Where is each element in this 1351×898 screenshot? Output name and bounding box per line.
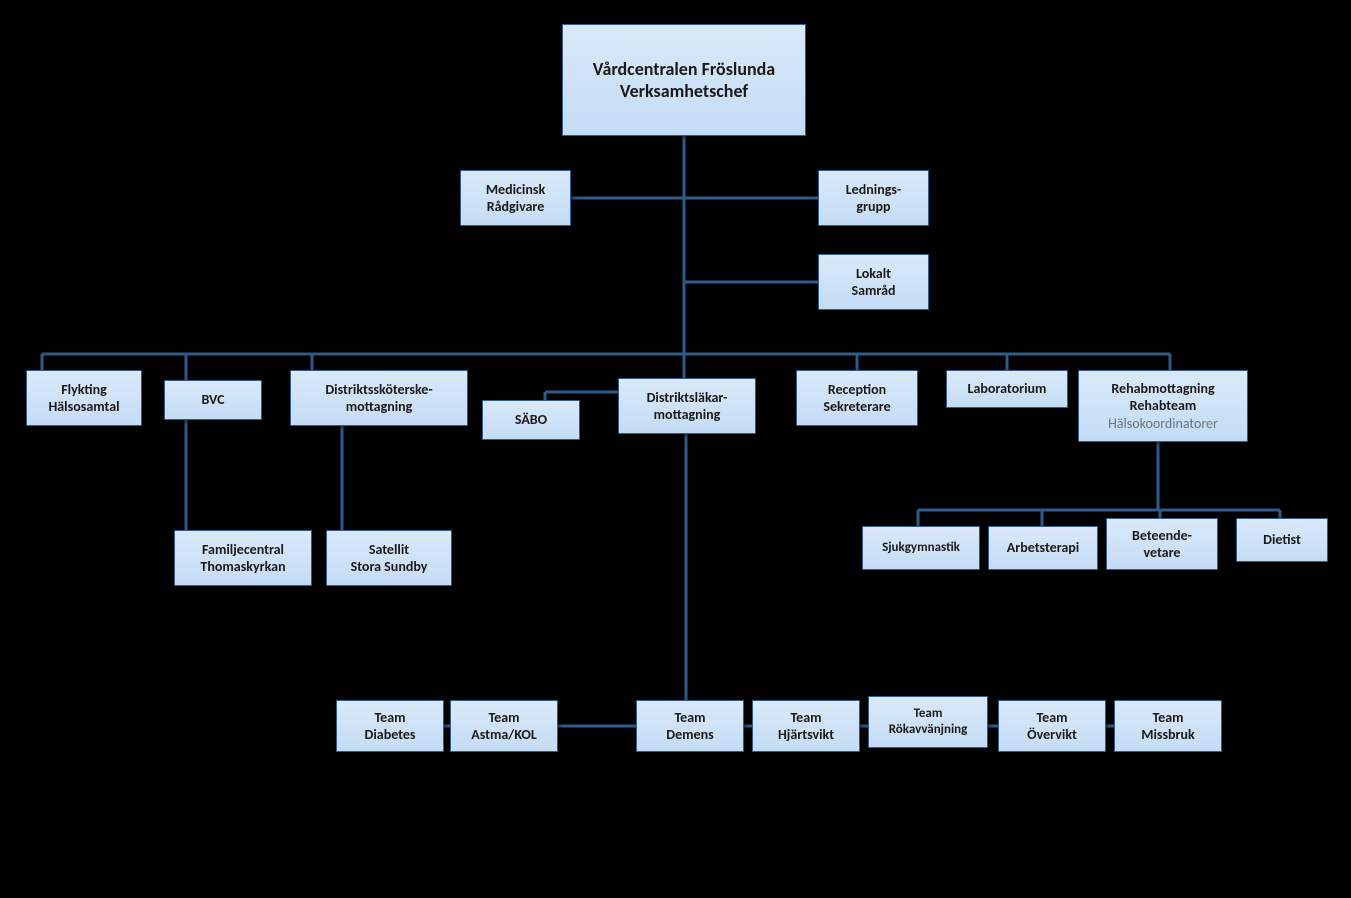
node-label: Sjukgymnastik [882,540,960,555]
node-label: Missbruk [1141,726,1195,743]
node-label: Lokalt [856,265,891,282]
node-medicinsk: MedicinskRådgivare [460,170,571,226]
node-label: Team [1036,709,1067,726]
node-label: Team [914,706,943,721]
node-label: Dietist [1263,531,1301,548]
node-label: SÄBO [515,411,547,428]
node-label: Beteende- [1132,527,1192,544]
node-label: Distriktssköterske- [325,381,432,398]
node-label: Thomaskyrkan [200,558,285,575]
node-label: Lednings- [846,181,901,198]
node-lokalt: LokaltSamråd [818,254,929,310]
node-label: Rökavvänjning [889,722,968,737]
node-root: Vårdcentralen FröslundaVerksamhetschef [562,24,806,136]
node-label: Stora Sundby [351,558,428,575]
node-label: Team [488,709,519,726]
node-lednings: Lednings-grupp [818,170,929,226]
node-sabo: SÄBO [482,400,580,440]
node-label: Astma/KOL [471,726,537,743]
node-label: Vårdcentralen Fröslunda [593,58,775,80]
node-label: Övervikt [1027,726,1077,743]
node-label: Distriktsläkar- [647,389,728,406]
node-label: vetare [1144,544,1181,561]
node-dietist: Dietist [1236,518,1328,562]
node-label: Rådgivare [487,198,545,215]
node-label: Verksamhetschef [620,80,748,102]
node-rehab: RehabmottagningRehabteamHälsokoordinator… [1078,370,1248,442]
node-beteende: Beteende-vetare [1106,518,1218,570]
node-team_astma: TeamAstma/KOL [450,700,558,752]
node-laboratorium: Laboratorium [946,370,1068,408]
node-label: Reception [828,381,886,398]
node-label: Team [674,709,705,726]
node-team_hjartsvikt: TeamHjärtsvikt [752,700,860,752]
node-label: Team [374,709,405,726]
node-label: Samråd [851,282,895,299]
node-label: Hälsosamtal [48,398,119,415]
node-team_rok: TeamRökavvänjning [868,696,988,748]
node-label: Team [1152,709,1183,726]
node-label: Laboratorium [968,380,1047,397]
node-label: Familjecentral [202,541,284,558]
node-label: Rehabmottagning [1111,380,1214,397]
node-sublabel: Hälsokoordinatorer [1108,415,1218,433]
node-team_demens: TeamDemens [636,700,744,752]
node-label: Medicinsk [486,181,545,198]
node-team_diabetes: TeamDiabetes [336,700,444,752]
node-team_missbruk: TeamMissbruk [1114,700,1222,752]
node-label: BVC [201,391,224,408]
node-satellit: SatellitStora Sundby [326,530,452,586]
node-label: Team [790,709,821,726]
node-reception: ReceptionSekreterare [796,370,918,426]
node-label: mottagning [654,406,721,423]
node-label: mottagning [346,398,413,415]
node-label: Demens [666,726,713,743]
node-label: Hjärtsvikt [778,726,834,743]
node-team_overvikt: TeamÖvervikt [998,700,1106,752]
node-bvc: BVC [164,380,262,420]
node-label: Rehabteam [1130,397,1197,414]
node-flykting: FlyktingHälsosamtal [26,370,142,426]
node-arbetsterapi: Arbetsterapi [988,526,1098,570]
node-label: Arbetsterapi [1007,539,1079,556]
node-label: Satellit [369,541,409,558]
node-distriktsskoterske: Distriktssköterske-mottagning [290,370,468,426]
node-familjecentral: FamiljecentralThomaskyrkan [174,530,312,586]
node-label: grupp [856,198,890,215]
node-label: Flykting [61,381,107,398]
node-label: Sekreterare [823,398,890,415]
node-sjukgymnastik: Sjukgymnastik [862,526,980,570]
node-label: Diabetes [365,726,416,743]
node-distriktslakar: Distriktsläkar-mottagning [618,378,756,434]
